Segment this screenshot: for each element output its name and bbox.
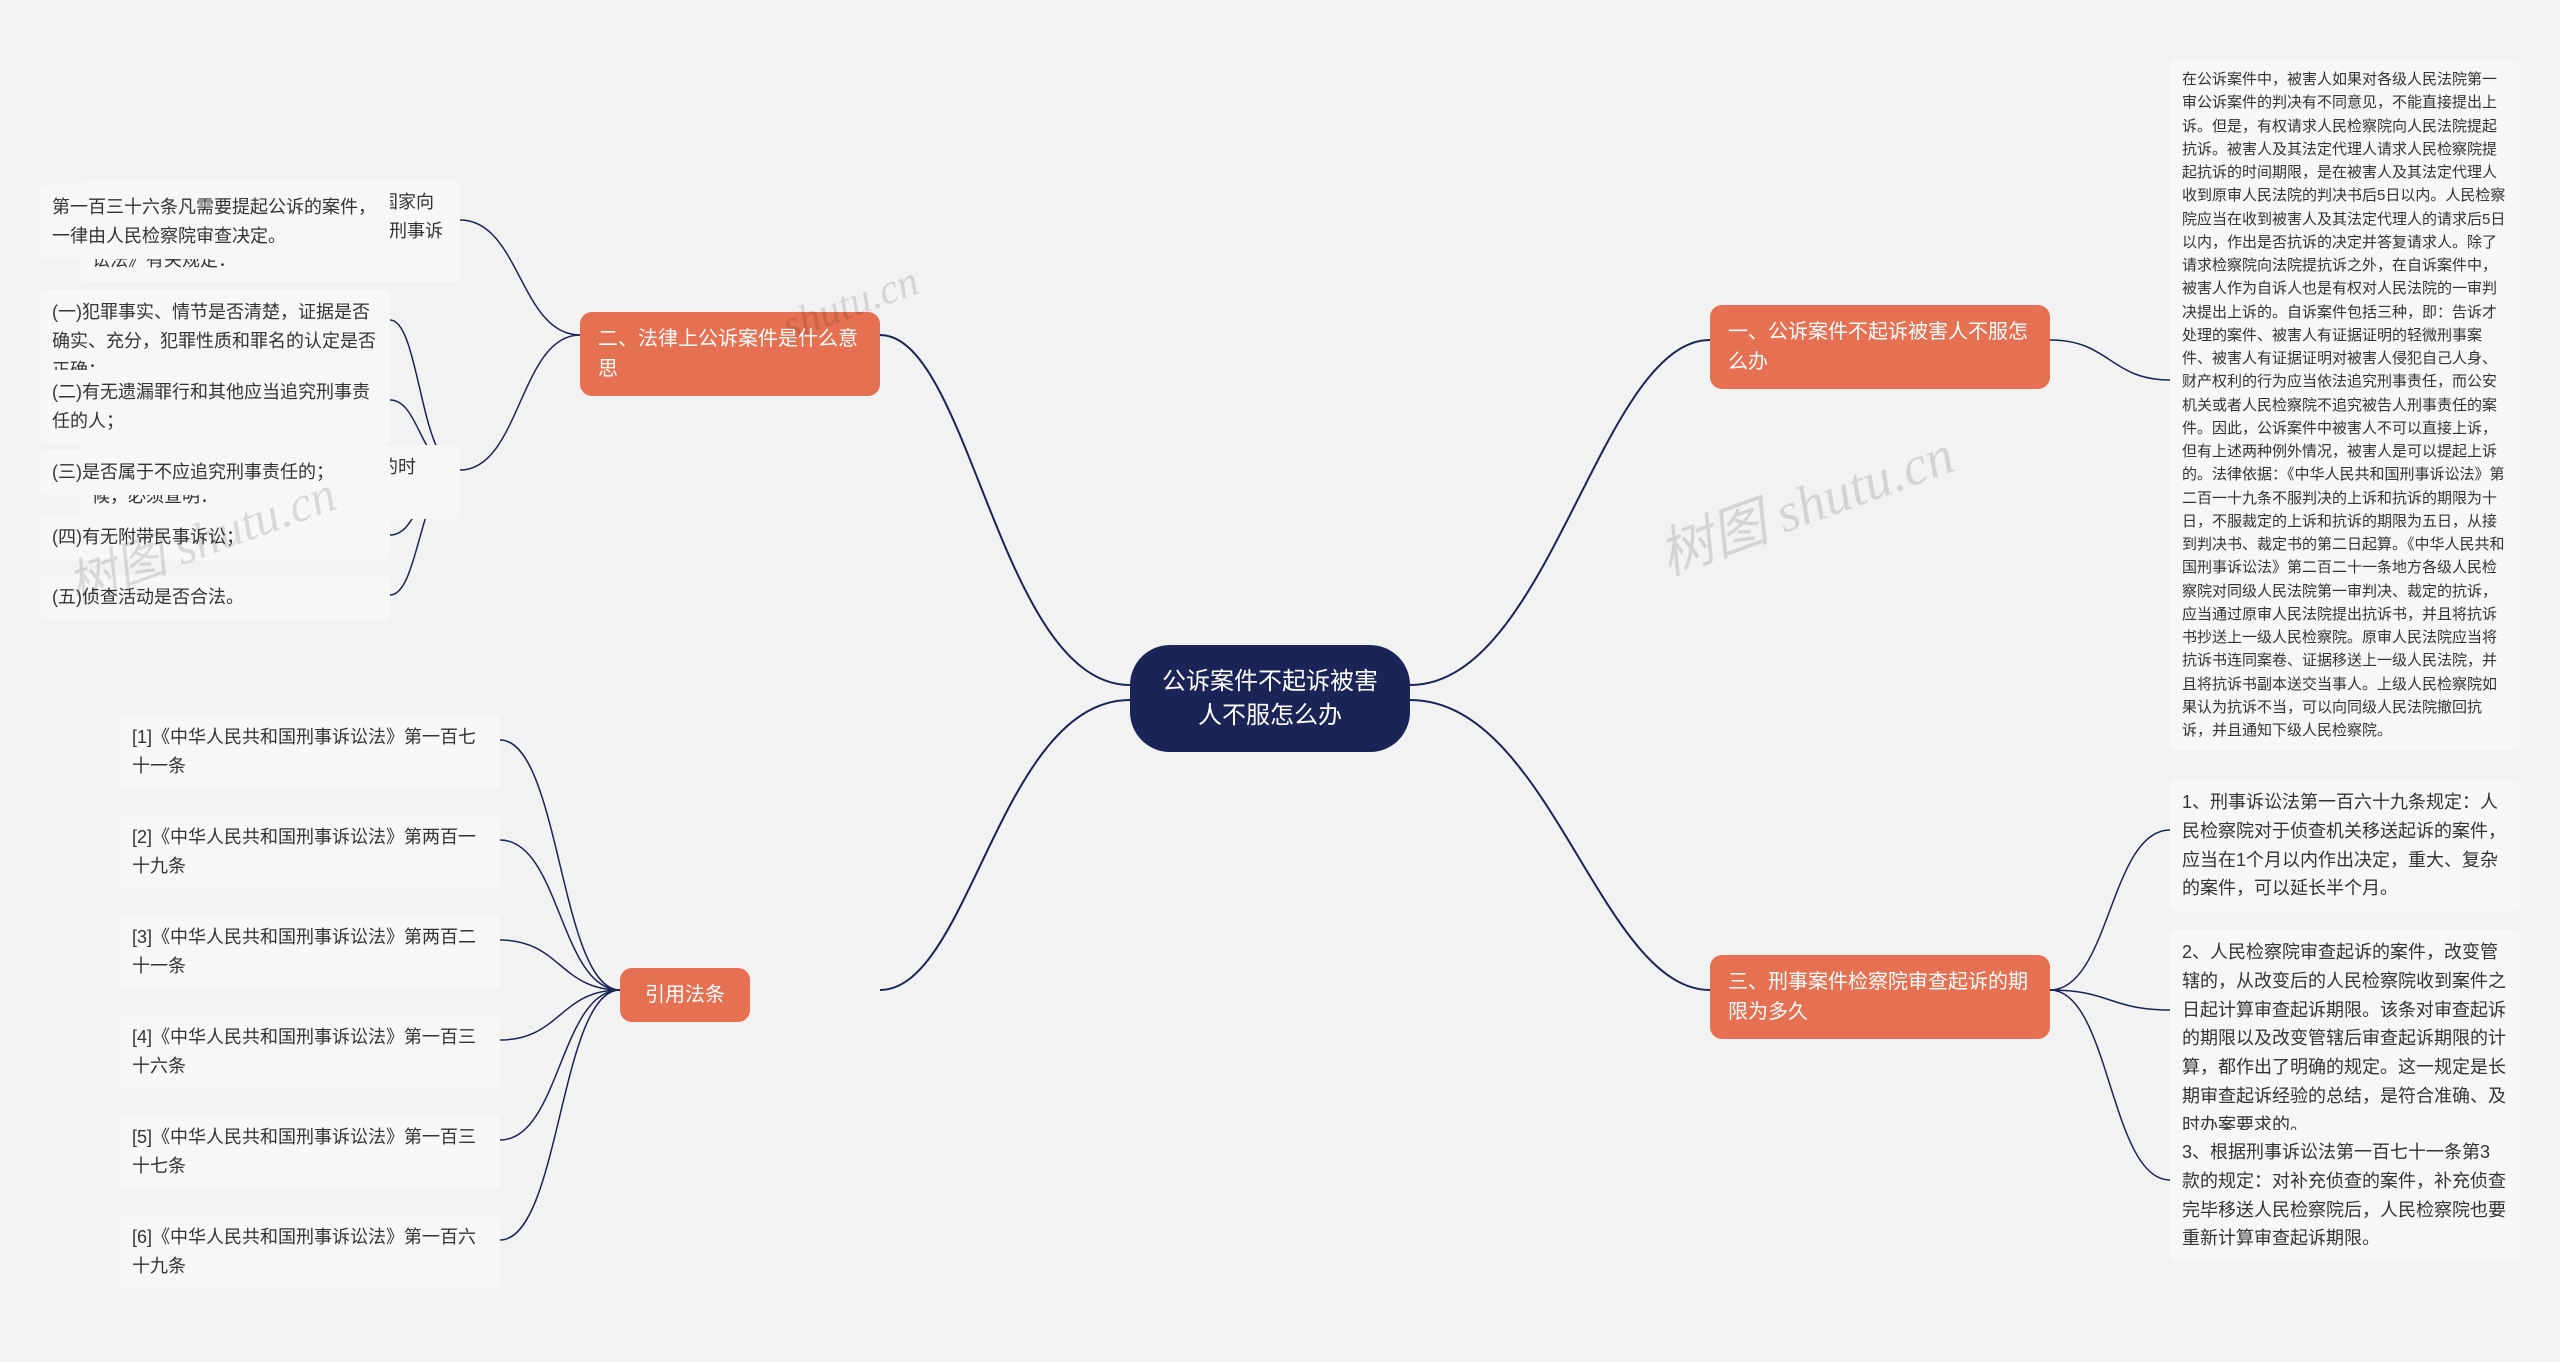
branch-2-sub-2-leaf-5: (五)侦查活动是否合法。 [40, 575, 390, 620]
branch-4-sub-5: [5]《中华人民共和国刑事诉讼法》第一百三十七条 [120, 1115, 500, 1189]
branch-4-sub-4: [4]《中华人民共和国刑事诉讼法》第一百三十六条 [120, 1015, 500, 1089]
root-label: 公诉案件不起诉被害人不服怎么办 [1162, 668, 1378, 729]
branch-1-label: 一、公诉案件不起诉被害人不服怎么办 [1728, 321, 2028, 373]
branch-3-sub-2: 2、人民检察院审查起诉的案件，改变管辖的，从改变后的人民检察院收到案件之日起计算… [2170, 930, 2520, 1148]
branch-2-sub-2-leaf-3: (三)是否属于不应追究刑事责任的； [40, 450, 390, 495]
branch-2-sub-1-leaf-1: 第一百三十六条凡需要提起公诉的案件，一律由人民检察院审查决定。 [40, 185, 390, 259]
watermark: 树图 shutu.cn [1646, 410, 1963, 591]
branch-2: 二、法律上公诉案件是什么意思 [580, 312, 880, 396]
branch-2-sub-2-leaf-2: (二)有无遗漏罪行和其他应当追究刑事责任的人； [40, 370, 390, 444]
branch-1-text: 在公诉案件中，被害人如果对各级人民法院第一审公诉案件的判决有不同意见，不能直接提… [2170, 60, 2520, 750]
branch-4-sub-6: [6]《中华人民共和国刑事诉讼法》第一百六十九条 [120, 1215, 500, 1289]
branch-3-label: 三、刑事案件检察院审查起诉的期限为多久 [1728, 971, 2028, 1023]
root-node: 公诉案件不起诉被害人不服怎么办 [1130, 645, 1410, 752]
branch-4-sub-2: [2]《中华人民共和国刑事诉讼法》第两百一十九条 [120, 815, 500, 889]
branch-2-sub-2-leaf-4: (四)有无附带民事诉讼； [40, 515, 390, 560]
branch-3-sub-3: 3、根据刑事诉讼法第一百七十一条第3款的规定：对补充侦查的案件，补充侦查完毕移送… [2170, 1130, 2520, 1261]
branch-1: 一、公诉案件不起诉被害人不服怎么办 [1710, 305, 2050, 389]
branch-4-label: 引用法条 [645, 984, 725, 1006]
branch-4: 引用法条 [620, 968, 750, 1022]
branch-2-label: 二、法律上公诉案件是什么意思 [598, 328, 858, 380]
branch-3: 三、刑事案件检察院审查起诉的期限为多久 [1710, 955, 2050, 1039]
branch-4-sub-3: [3]《中华人民共和国刑事诉讼法》第两百二十一条 [120, 915, 500, 989]
branch-3-sub-1: 1、刑事诉讼法第一百六十九条规定：人民检察院对于侦查机关移送起诉的案件，应当在1… [2170, 780, 2520, 911]
branch-4-sub-1: [1]《中华人民共和国刑事诉讼法》第一百七十一条 [120, 715, 500, 789]
